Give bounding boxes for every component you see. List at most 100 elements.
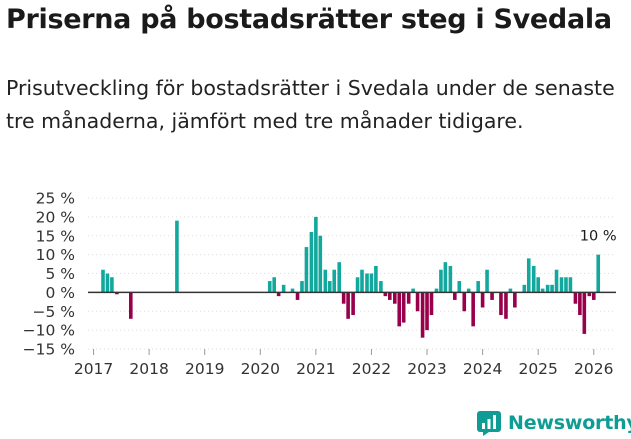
x-axis: 2017 2018 2019 2020 2021 2022 2023 2024 2025 2026 — [74, 349, 613, 378]
y-tick-label: 10 % — [36, 246, 75, 264]
bar — [550, 284, 554, 293]
bar — [406, 292, 411, 304]
bar — [429, 292, 434, 316]
y-tick-label: 15 % — [36, 227, 75, 245]
bar — [480, 292, 485, 308]
bar — [309, 231, 314, 293]
x-tick-label: 2017 — [74, 360, 113, 378]
bar — [115, 292, 119, 295]
y-tick-label: 25 % — [36, 190, 75, 208]
chart-subtitle: Prisutveckling för bostadsrätter i Sveda… — [6, 76, 615, 133]
bar — [110, 277, 114, 293]
bar — [387, 292, 392, 300]
x-tick-label: 2025 — [518, 360, 557, 378]
bar — [559, 277, 564, 293]
bar — [568, 277, 573, 293]
y-tick-label: 20 % — [36, 208, 75, 226]
y-tick-label: −10 % — [23, 322, 75, 340]
bar — [276, 292, 281, 297]
x-tick-label: 2020 — [241, 360, 280, 378]
bar — [485, 269, 489, 293]
bar — [383, 292, 388, 297]
y-axis: −15 %−10 %−5 %0 %5 %10 %15 %20 %25 % — [23, 190, 75, 359]
bar — [425, 292, 429, 331]
bar — [318, 235, 323, 293]
bar — [471, 292, 475, 327]
bar — [267, 281, 272, 293]
bar — [476, 281, 480, 293]
bar — [304, 247, 309, 293]
bar — [596, 254, 601, 293]
bar — [462, 292, 467, 312]
bar — [490, 292, 494, 300]
last-value-annotation: 10 % — [580, 229, 617, 245]
bar — [522, 284, 527, 293]
bar — [360, 269, 364, 293]
bar — [290, 288, 295, 293]
bar — [327, 281, 332, 293]
bar — [540, 288, 545, 293]
bar — [457, 281, 462, 293]
bar — [439, 269, 443, 293]
bar — [314, 216, 318, 293]
bar — [300, 281, 304, 293]
bar — [573, 292, 578, 304]
x-tick-label: 2023 — [407, 360, 446, 378]
bar — [582, 292, 587, 334]
y-tick-label: −15 % — [23, 341, 75, 359]
bar — [393, 292, 397, 304]
bar — [420, 292, 425, 338]
newsworthy-logo-text: Newsworthy — [508, 412, 631, 434]
bar — [401, 292, 406, 323]
bar — [355, 277, 360, 293]
bar — [105, 273, 110, 293]
bar — [504, 292, 508, 319]
bar — [323, 269, 328, 293]
y-tick-label: −5 % — [32, 303, 75, 321]
bar — [513, 292, 517, 308]
bar — [587, 292, 592, 297]
bar-series — [101, 216, 601, 338]
bar — [272, 277, 276, 293]
bar — [499, 292, 503, 316]
bar — [374, 265, 378, 293]
bar — [453, 292, 457, 300]
bar — [545, 284, 550, 293]
bar — [337, 262, 342, 293]
bar — [295, 292, 300, 300]
bar — [369, 273, 374, 293]
x-tick-label: 2018 — [129, 360, 168, 378]
x-tick-label: 2021 — [296, 360, 335, 378]
y-tick-label: 5 % — [45, 265, 75, 283]
bar — [332, 269, 337, 293]
bar — [341, 292, 346, 304]
bar — [531, 265, 536, 293]
bar — [281, 284, 286, 293]
x-tick-label: 2019 — [185, 360, 224, 378]
bar — [365, 273, 369, 293]
bar — [508, 288, 513, 293]
bar — [346, 292, 350, 319]
bar — [175, 220, 179, 293]
newsworthy-chart-icon — [477, 411, 501, 436]
bar — [434, 288, 439, 293]
bar — [466, 288, 471, 293]
bar — [578, 292, 582, 316]
grid-lines — [88, 197, 616, 350]
bar — [351, 292, 355, 316]
x-tick-label: 2026 — [574, 360, 613, 378]
bar — [564, 277, 568, 293]
bar — [379, 281, 383, 293]
bar — [443, 262, 448, 293]
bar — [536, 277, 540, 293]
newsworthy-logo: Newsworthy — [476, 408, 631, 438]
y-tick-label: 0 % — [45, 284, 75, 302]
bar — [397, 292, 402, 327]
bar — [591, 292, 596, 300]
bar — [101, 269, 105, 293]
bar — [526, 258, 531, 293]
bar — [415, 292, 420, 312]
x-tick-label: 2022 — [352, 360, 391, 378]
bar — [129, 292, 133, 319]
